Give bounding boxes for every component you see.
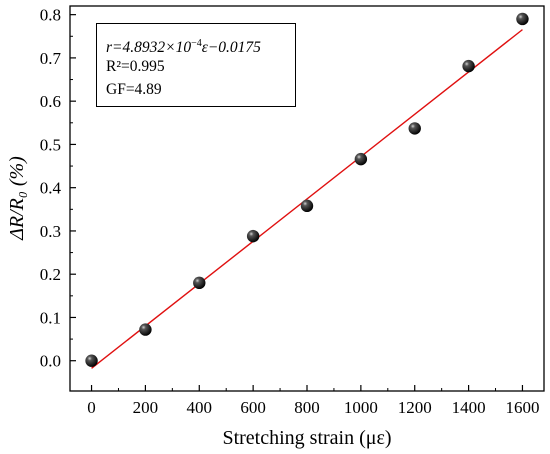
x-tick-label: 1200 (398, 398, 432, 417)
y-tick-label: 0.2 (40, 265, 61, 284)
data-point (462, 59, 475, 73)
gauge-factor-line: GF=4.89 (106, 81, 162, 98)
x-tick-label: 1000 (344, 398, 378, 417)
equation-suffix: ε−0.0175 (201, 39, 261, 57)
y-tick-label: 0.4 (40, 179, 62, 198)
y-tick-label: 0.7 (40, 49, 62, 68)
x-tick-label: 1400 (452, 398, 486, 417)
x-tick-label: 400 (187, 398, 213, 417)
r-squared-line: R²=0.995 (106, 58, 165, 75)
fit-line (91, 29, 523, 369)
y-tick-label: 0.5 (40, 135, 61, 154)
y-tick-label: 0.8 (40, 6, 61, 25)
equation-prefix: r=4.8932×10 (106, 39, 192, 57)
ticks: 0 200 400 600 800 1000 1200 1400 1600 0.0 0.1 0.2 0.… (40, 6, 540, 417)
x-tick-label: 200 (133, 398, 159, 417)
x-tick-label: 600 (240, 398, 266, 417)
data-point (516, 12, 529, 26)
data-point (246, 229, 260, 243)
y-tick-label: 0.1 (40, 308, 61, 327)
data-point (139, 323, 152, 336)
y-tick-label: 0.3 (40, 222, 61, 241)
data-point (300, 199, 314, 213)
y-tick-label: 0.6 (40, 92, 61, 111)
x-axis-title: Stretching strain (με) (222, 427, 391, 449)
data-point (85, 354, 98, 367)
data-point (408, 122, 421, 135)
data-point (193, 276, 206, 290)
equation-exponent: −4 (191, 38, 202, 49)
equation-line: r=4.8932×10−4ε−0.0175 (106, 32, 295, 57)
equation-box: r=4.8932×10−4ε−0.0175 R²=0.995 GF=4.89 (96, 23, 296, 107)
x-tick-label: 800 (294, 398, 320, 417)
x-tick-label: 1600 (505, 398, 539, 417)
y-tick-label: 0.0 (40, 352, 61, 371)
x-tick-label: 0 (87, 398, 96, 417)
y-axis-title: ΔR/R₀ (%) (6, 156, 28, 241)
points (85, 12, 529, 367)
fit-line-group (91, 29, 523, 369)
data-point (354, 152, 368, 166)
